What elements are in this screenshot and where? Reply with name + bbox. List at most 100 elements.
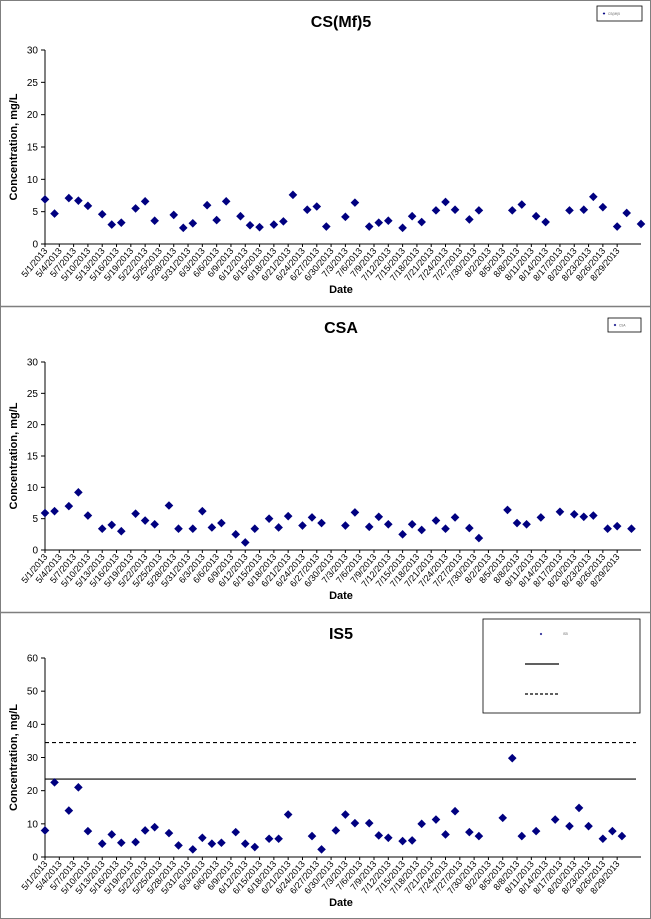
data-point [531,826,541,836]
data-point [364,818,374,828]
data-point [498,813,508,823]
data-point [398,530,407,539]
chart-title: CS(Mf)5 [311,14,372,31]
data-point [550,815,560,824]
data-point [217,518,226,528]
data-point [131,509,140,518]
y-tick-label: 25 [27,389,39,400]
data-point [74,488,83,497]
y-tick-label: 50 [27,687,39,698]
data-point [307,513,317,522]
data-point [598,202,608,212]
data-point [364,222,374,231]
data-point [584,821,593,831]
data-point [74,783,83,792]
data-point [341,810,350,819]
data-point [150,822,159,832]
data-point [465,523,474,533]
data-point [188,845,198,854]
data-point [350,198,360,207]
data-point [617,831,627,841]
data-point [274,834,283,844]
data-point [274,523,283,532]
data-point [288,190,298,200]
y-tick-label: 0 [32,853,38,864]
y-tick-label: 40 [27,720,39,731]
data-point [579,205,589,215]
y-tick-label: 20 [27,110,39,121]
data-point [608,826,617,836]
data-point [565,206,574,215]
data-point [40,826,50,835]
y-tick-label: 0 [32,240,38,251]
data-point [312,202,322,211]
data-point [417,819,426,829]
data-point [441,524,450,533]
data-point [188,524,198,533]
data-point [283,810,293,819]
legend-label: CSA [619,324,626,328]
data-point [107,520,117,530]
data-point [398,836,407,846]
legend-box [482,618,641,714]
legend-marker [539,632,543,636]
data-point [441,197,450,207]
data-point [40,195,50,204]
data-point [503,505,512,515]
data-point [450,513,460,522]
data-point [417,217,426,227]
data-point [636,219,646,229]
data-point [64,806,74,815]
data-point [589,511,598,520]
data-point [374,512,384,522]
data-point [474,206,484,215]
data-point [116,218,126,227]
data-point [40,508,50,518]
legend-box [596,5,643,22]
data-point [74,196,83,205]
data-point [569,509,579,519]
data-point [531,211,541,221]
data-point [250,524,260,533]
data-point [431,516,441,525]
data-point [164,828,174,838]
data-point [50,209,59,218]
data-point [64,193,74,203]
y-tick-label: 30 [27,46,39,57]
data-point [207,523,217,532]
data-point [264,514,274,523]
data-point [174,841,183,850]
data-point [245,220,255,230]
data-point [507,753,517,763]
y-tick-label: 0 [32,546,38,557]
data-point [322,222,331,231]
data-point [169,210,179,220]
legend-marker [602,12,606,15]
data-point [131,837,140,847]
data-point [116,526,126,536]
data-point [217,838,226,848]
chart-title: CSA [324,320,358,337]
data-point [331,826,341,835]
data-point [383,520,393,529]
data-point [231,530,241,539]
data-point [627,524,636,533]
y-tick-label: 5 [32,514,38,525]
data-point [465,827,474,837]
data-point [350,508,360,517]
data-point [64,501,74,511]
data-point [317,518,326,528]
data-point [250,842,260,852]
data-point [150,216,159,226]
data-point [198,506,207,516]
y-tick-label: 25 [27,78,39,89]
data-point [178,223,188,233]
data-point [212,215,221,225]
data-point [512,518,522,528]
data-point [536,513,546,522]
data-point [97,839,107,849]
y-axis-label: Concentration, mg/L [8,93,20,200]
data-point [341,212,350,222]
